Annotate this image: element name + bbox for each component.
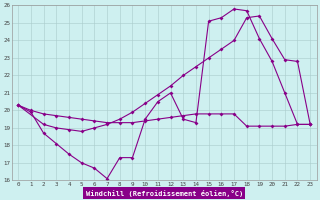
X-axis label: Windchill (Refroidissement éolien,°C): Windchill (Refroidissement éolien,°C) (85, 190, 243, 197)
